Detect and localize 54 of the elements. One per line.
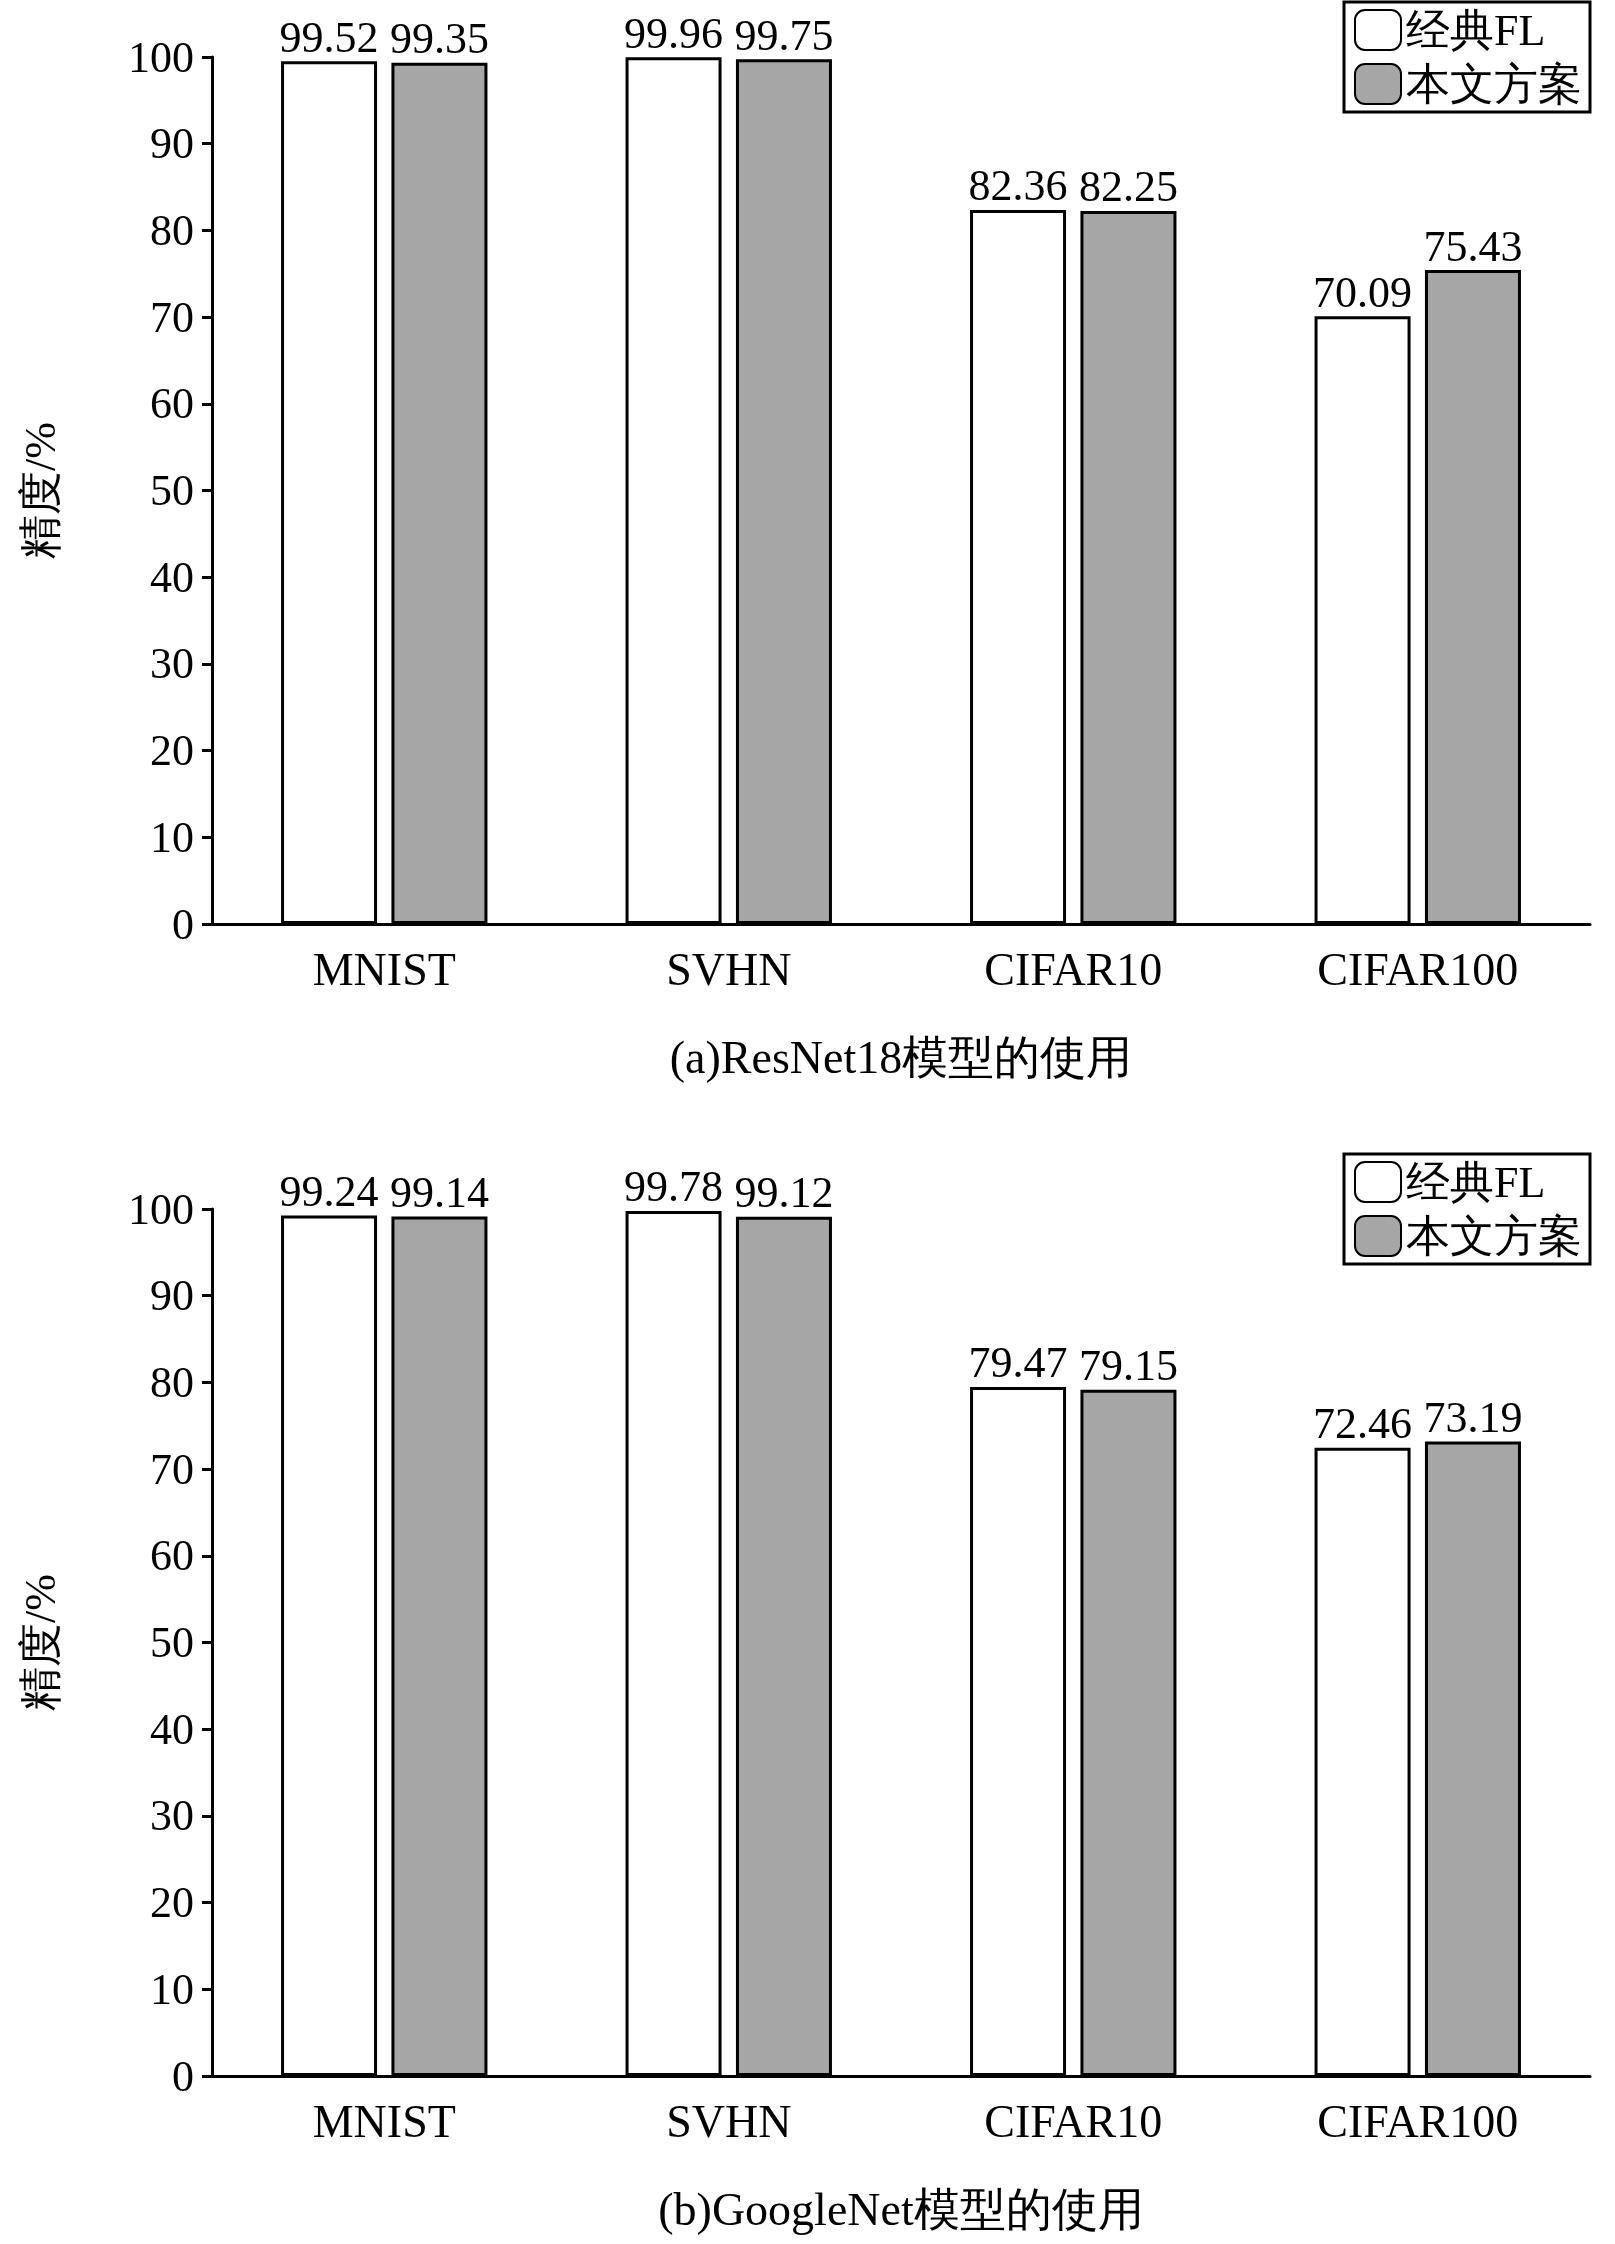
x-tick-label: MNIST (312, 2095, 456, 2147)
y-tick-label: 70 (150, 1444, 194, 1494)
x-axis-title: (b)GoogleNet模型的使用 (658, 2183, 1144, 2235)
legend-label: 本文方案 (1406, 1211, 1582, 1261)
y-tick-label: 40 (150, 552, 194, 602)
data-label: 99.24 (279, 1167, 379, 1217)
x-tick-label: CIFAR10 (984, 2095, 1163, 2147)
y-tick-label: 80 (150, 1357, 194, 1407)
data-label: 73.19 (1423, 1392, 1523, 1442)
y-tick-label: 40 (150, 1704, 194, 1754)
y-tick-label: 10 (150, 1964, 194, 2014)
y-tick-label: 90 (150, 119, 194, 169)
y-tick-label: 90 (150, 1271, 194, 1321)
x-tick-label: CIFAR100 (1317, 943, 1519, 995)
data-label: 79.47 (968, 1338, 1068, 1388)
x-tick-label: CIFAR10 (984, 943, 1163, 995)
y-tick-label: 10 (150, 812, 194, 862)
data-label: 70.09 (1313, 267, 1413, 317)
y-tick-label: 100 (128, 1184, 194, 1234)
y-tick-label: 100 (128, 32, 194, 82)
y-tick-label: 30 (150, 639, 194, 689)
y-tick-label: 60 (150, 1531, 194, 1581)
data-label: 99.75 (734, 10, 834, 60)
data-label: 72.46 (1313, 1399, 1413, 1449)
data-label: 99.12 (734, 1168, 834, 1218)
x-tick-label: SVHN (666, 2095, 792, 2147)
y-tick-label: 80 (150, 205, 194, 255)
legend-label: 经典FL (1406, 5, 1546, 55)
data-label: 99.96 (624, 8, 724, 58)
y-tick-label: 0 (172, 2051, 194, 2101)
x-tick-label: CIFAR100 (1317, 2095, 1519, 2147)
y-tick-label: 70 (150, 292, 194, 342)
data-label: 99.78 (624, 1162, 724, 1212)
y-tick-label: 50 (150, 1618, 194, 1667)
x-tick-label: SVHN (666, 943, 792, 995)
data-label: 82.36 (968, 161, 1068, 211)
legend-label: 经典FL (1406, 1157, 1546, 1207)
x-axis-title: (a)ResNet18模型的使用 (669, 1031, 1133, 1083)
y-axis-title: 精度/% (15, 422, 65, 559)
data-label: 99.52 (279, 12, 379, 62)
data-label: 99.14 (389, 1167, 489, 1217)
y-tick-label: 60 (150, 379, 194, 429)
y-tick-label: 20 (150, 1878, 194, 1928)
x-tick-label: MNIST (312, 943, 456, 995)
data-label: 99.35 (389, 14, 489, 64)
data-label: 75.43 (1423, 221, 1523, 271)
y-tick-label: 0 (172, 899, 194, 949)
y-tick-label: 30 (150, 1791, 194, 1841)
y-axis-title: 精度/% (15, 1574, 65, 1711)
data-label: 82.25 (1078, 162, 1178, 212)
y-tick-label: 50 (150, 466, 194, 515)
legend-label: 本文方案 (1406, 59, 1582, 109)
data-label: 79.15 (1078, 1341, 1178, 1391)
y-tick-label: 20 (150, 726, 194, 776)
